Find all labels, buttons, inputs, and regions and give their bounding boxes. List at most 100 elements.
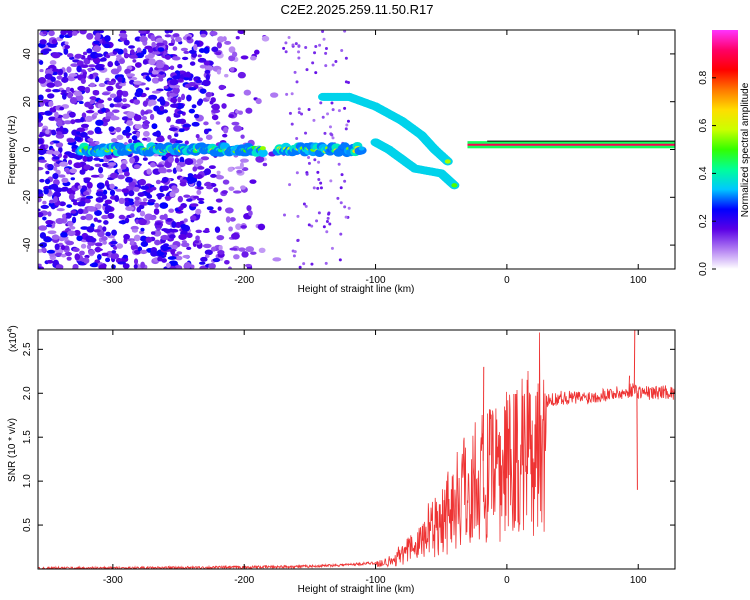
spectrogram-cell	[183, 194, 191, 198]
spectrogram-cell	[153, 105, 161, 112]
spectrogram-cell	[111, 229, 117, 237]
spectrogram-cell	[203, 121, 209, 126]
spectrogram-cell	[161, 176, 169, 183]
spectrogram-cell	[336, 196, 340, 200]
spectrogram-cell	[64, 245, 70, 251]
spectrogram-cell	[122, 91, 129, 97]
spectrogram-cell	[295, 80, 299, 84]
spectrogram-cell	[248, 210, 253, 217]
spectrogram-cell	[227, 266, 233, 269]
spectrogram-cell	[52, 88, 61, 93]
spectrogram-cell	[120, 163, 127, 170]
spectrogram-cell	[169, 79, 179, 86]
spectrogram-cell	[69, 113, 76, 117]
spectrogram-cell	[153, 229, 162, 237]
spectrogram-cell	[200, 33, 207, 38]
spectrogram-cell	[79, 30, 87, 35]
spectrogram-cell	[60, 231, 68, 238]
x-tick-label: 0	[504, 275, 510, 286]
spectrogram-cell	[161, 185, 170, 191]
spectrogram-cell	[124, 53, 131, 58]
spectrogram-cell	[171, 185, 178, 191]
spectrogram-cell	[113, 48, 121, 52]
spectrogram-cell	[43, 236, 53, 243]
spectrogram-cell	[59, 125, 64, 133]
spectrogram-cell	[38, 197, 42, 203]
y-tick-label: 40	[22, 48, 33, 60]
spectrogram-cell	[343, 179, 347, 183]
y-tick-label: 0	[22, 146, 33, 152]
spectrogram-cell	[164, 54, 171, 60]
spectrogram-cell	[167, 134, 172, 140]
spectrogram-cell	[321, 115, 325, 119]
spectrogram-cell	[326, 112, 330, 116]
spectrogram-cell	[154, 239, 161, 246]
spectrogram-cell	[69, 168, 78, 174]
spectrogram-cell	[104, 35, 111, 42]
spectrogram-cell	[143, 111, 149, 115]
spectrogram-cell	[224, 73, 229, 78]
spectrogram-cell	[235, 223, 242, 230]
spectrogram-cell	[178, 234, 187, 241]
spectrogram-cell	[128, 138, 133, 144]
spectrogram-cell	[180, 93, 186, 101]
spectrogram-cell	[339, 232, 343, 236]
spectrogram-cell	[156, 136, 165, 143]
spectrogram-marks	[38, 30, 675, 269]
spectrogram-cell	[325, 220, 329, 224]
spectrogram-cell	[110, 115, 118, 121]
spectrogram-cell	[97, 219, 102, 223]
spectrogram-cell	[94, 163, 102, 168]
spectrogram-cell	[70, 119, 76, 125]
spectrogram-cell	[155, 62, 165, 69]
spectrogram-cell	[63, 48, 69, 55]
spectrogram-cell	[204, 249, 213, 256]
spectrogram-cell	[109, 189, 116, 196]
spectrogram-cell	[76, 131, 81, 135]
spectrogram-cell	[64, 41, 69, 45]
y-tick-label: 0.5	[22, 518, 33, 532]
spectrogram-cell	[327, 211, 331, 215]
spectrogram-cell	[157, 77, 164, 82]
x-tick-label: -300	[103, 275, 123, 286]
spectrogram-cell	[71, 216, 77, 224]
x-tick-label: -300	[103, 575, 123, 586]
spectrogram-cell	[38, 138, 44, 145]
spectrogram-cell	[186, 232, 193, 238]
spectrogram-cell	[112, 245, 118, 250]
spectrogram-cell	[313, 51, 317, 55]
spectrogram-cell	[70, 177, 76, 181]
spectrogram-cell	[79, 250, 85, 256]
spectrogram-cell	[94, 242, 103, 247]
spectrogram-cell	[84, 198, 91, 204]
snr-spike	[633, 330, 636, 390]
spectrogram-cell	[102, 189, 108, 195]
y-tick-label: 1.5	[22, 430, 33, 444]
spectrogram-cell	[180, 47, 189, 52]
spectrogram-cell	[42, 216, 47, 221]
spectrogram-cell	[101, 214, 109, 220]
spectrogram-cell	[222, 179, 230, 185]
spectrogram-cell	[218, 84, 226, 91]
spectrogram-cell	[225, 207, 234, 214]
spectrogram-cell	[160, 234, 170, 241]
spectrogram-cell	[49, 199, 55, 204]
spectrogram-cell	[145, 75, 150, 81]
spectrogram-cell	[151, 77, 160, 84]
spectrogram-cell	[64, 44, 71, 49]
spectrogram-cell	[181, 242, 190, 248]
snr-spike	[628, 375, 631, 392]
spectrogram-cell	[97, 173, 104, 179]
spectrogram-cell	[140, 227, 145, 232]
spectrogram-cell	[324, 64, 328, 68]
spectrogram-cell	[128, 45, 135, 49]
spectrogram-cell	[209, 209, 217, 214]
spectrogram-cell	[87, 206, 96, 212]
spectrogram-cell	[104, 116, 112, 120]
spectrogram-cell	[126, 111, 136, 119]
spectrogram-cell	[110, 68, 120, 75]
spectrogram-cell	[326, 216, 330, 220]
spectrogram-cell	[156, 42, 165, 47]
spectrogram-cell	[304, 204, 308, 208]
spectrogram-cell	[328, 222, 332, 226]
